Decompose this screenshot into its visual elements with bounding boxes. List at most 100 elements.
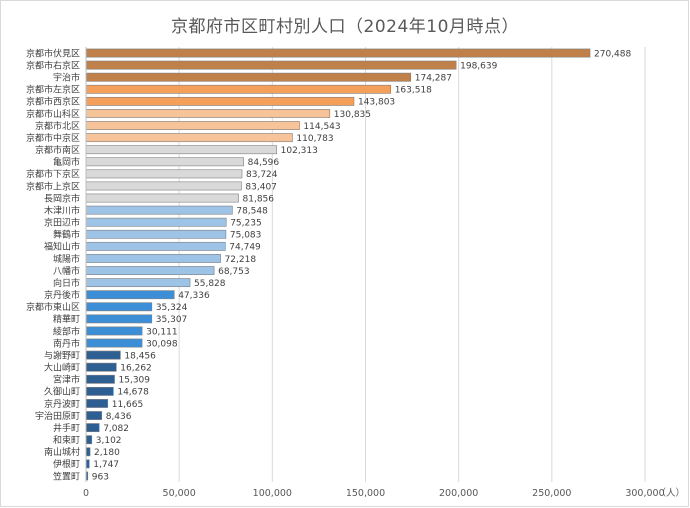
category-label: 京丹後市 — [44, 289, 80, 301]
category-label: 京丹波町 — [44, 398, 80, 410]
category-label: 京都市伏見区 — [26, 47, 80, 59]
data-label: 83,724 — [246, 170, 278, 180]
category-label: 京都市中京区 — [26, 132, 80, 144]
data-label: 174,287 — [415, 74, 452, 84]
bar — [85, 374, 115, 384]
bar — [85, 338, 143, 348]
data-label: 84,596 — [248, 158, 280, 168]
data-label: 270,488 — [594, 49, 631, 59]
category-label: 宮津市 — [53, 374, 80, 386]
category-label: 京都市南区 — [35, 144, 80, 156]
x-tick-label: 150,000 — [346, 488, 385, 499]
bar — [85, 121, 300, 130]
data-label: 130,835 — [334, 110, 371, 120]
bar — [85, 302, 153, 312]
data-label: 143,803 — [358, 98, 395, 108]
category-label: 京田辺市 — [44, 217, 80, 229]
bar — [85, 169, 243, 179]
bar — [85, 109, 331, 118]
bar — [85, 96, 355, 106]
category-label: 京都市山科区 — [26, 108, 80, 120]
category-label: 与謝野町 — [44, 349, 80, 361]
x-tick-label: 0 — [83, 488, 89, 499]
bar — [85, 266, 215, 275]
data-label: 114,543 — [303, 122, 340, 132]
bar — [85, 290, 175, 300]
category-label: 久御山町 — [44, 386, 80, 398]
category-label: 宇治市 — [53, 72, 80, 84]
category-label: 京都市上京区 — [26, 180, 80, 192]
data-label: 78,548 — [236, 206, 268, 216]
bar — [85, 362, 117, 372]
bar — [85, 411, 103, 420]
data-label: 47,336 — [178, 291, 210, 301]
category-label: 井手町 — [53, 422, 80, 434]
data-label: 18,456 — [124, 351, 156, 361]
category-label: 舞鶴市 — [53, 229, 80, 241]
bar — [85, 423, 100, 433]
data-label: 35,324 — [156, 303, 188, 313]
bar — [85, 241, 226, 251]
bar — [85, 447, 91, 457]
data-label: 15,309 — [119, 376, 151, 386]
category-label: 城陽市 — [53, 253, 80, 265]
category-label: 笠置町 — [53, 470, 80, 482]
category-label: 南山城村 — [44, 446, 80, 458]
data-label: 30,098 — [146, 339, 178, 349]
category-label: 綾部市 — [53, 325, 80, 337]
bar — [85, 145, 277, 155]
data-label: 110,783 — [296, 134, 333, 144]
category-label: 京都市右京区 — [26, 59, 80, 71]
bar — [85, 84, 391, 94]
bar — [85, 278, 191, 288]
x-tick-label: 300,000 — [625, 488, 664, 499]
category-label: 八幡市 — [53, 265, 80, 277]
bar — [85, 217, 227, 227]
data-label: 8,436 — [106, 412, 132, 422]
bar — [85, 326, 143, 336]
bar — [85, 157, 244, 167]
bar — [85, 254, 221, 263]
category-label: 宇治田原町 — [35, 410, 80, 422]
bar — [85, 60, 457, 70]
bar — [85, 435, 93, 445]
bar — [85, 350, 121, 360]
data-label: 198,639 — [460, 61, 497, 71]
category-label: 大山崎町 — [44, 362, 80, 374]
category-label: 長岡京市 — [44, 192, 80, 204]
category-label: 京都市下京区 — [26, 168, 80, 180]
data-label: 72,218 — [225, 255, 257, 265]
data-label: 11,665 — [112, 400, 143, 410]
category-label: 和束町 — [53, 435, 80, 446]
data-label: 35,307 — [156, 315, 188, 325]
category-label: 亀岡市 — [53, 156, 80, 168]
category-label: 木津川市 — [44, 204, 80, 216]
category-label: 京都市西京区 — [26, 96, 80, 108]
data-label: 81,856 — [243, 194, 275, 204]
bar — [85, 314, 153, 324]
bar — [85, 386, 114, 396]
x-tick-label: 250,000 — [532, 488, 571, 499]
data-label: 163,518 — [395, 86, 432, 96]
category-label: 福知山市 — [44, 241, 80, 253]
category-label: 京都市東山区 — [26, 301, 80, 313]
bar — [85, 205, 233, 215]
chart-title: 京都府市区町村別人口（2024年10月時点） — [171, 17, 519, 37]
data-label: 7,082 — [103, 424, 129, 434]
data-label: 55,828 — [194, 279, 226, 289]
bar — [85, 193, 239, 203]
data-label: 1,747 — [93, 460, 119, 470]
data-label: 75,235 — [230, 219, 261, 229]
x-tick-label: 200,000 — [439, 488, 478, 499]
data-label: 74,749 — [229, 243, 261, 253]
category-label: 向日市 — [53, 277, 80, 289]
category-label: 精華町 — [53, 313, 80, 325]
x-tick-label: 100,000 — [253, 488, 292, 499]
bar — [85, 399, 109, 408]
data-label: 2,180 — [94, 448, 120, 458]
data-label: 102,313 — [281, 146, 318, 156]
x-unit-label: （人） — [656, 487, 685, 499]
data-label: 963 — [92, 472, 109, 482]
